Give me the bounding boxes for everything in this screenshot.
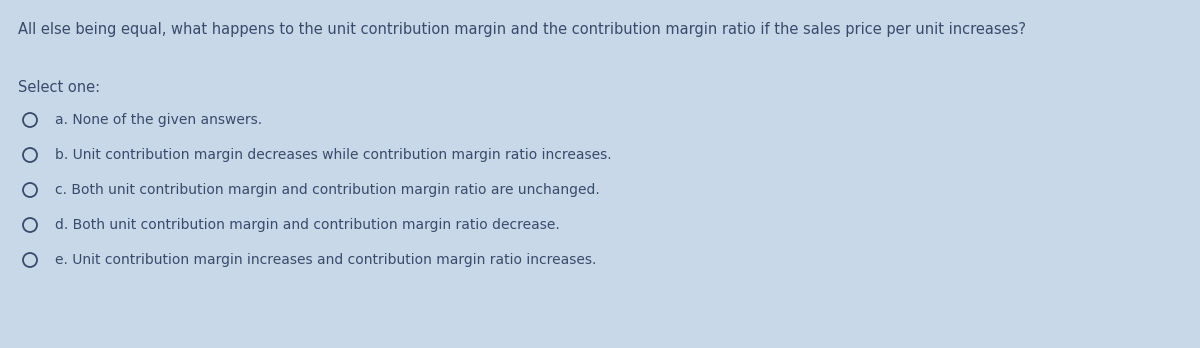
Text: Select one:: Select one: [18, 80, 100, 95]
Text: d. Both unit contribution margin and contribution margin ratio decrease.: d. Both unit contribution margin and con… [55, 218, 559, 232]
Text: e. Unit contribution margin increases and contribution margin ratio increases.: e. Unit contribution margin increases an… [55, 253, 596, 267]
Text: c. Both unit contribution margin and contribution margin ratio are unchanged.: c. Both unit contribution margin and con… [55, 183, 600, 197]
Text: All else being equal, what happens to the unit contribution margin and the contr: All else being equal, what happens to th… [18, 22, 1026, 37]
Text: a. None of the given answers.: a. None of the given answers. [55, 113, 262, 127]
Text: b. Unit contribution margin decreases while contribution margin ratio increases.: b. Unit contribution margin decreases wh… [55, 148, 612, 162]
